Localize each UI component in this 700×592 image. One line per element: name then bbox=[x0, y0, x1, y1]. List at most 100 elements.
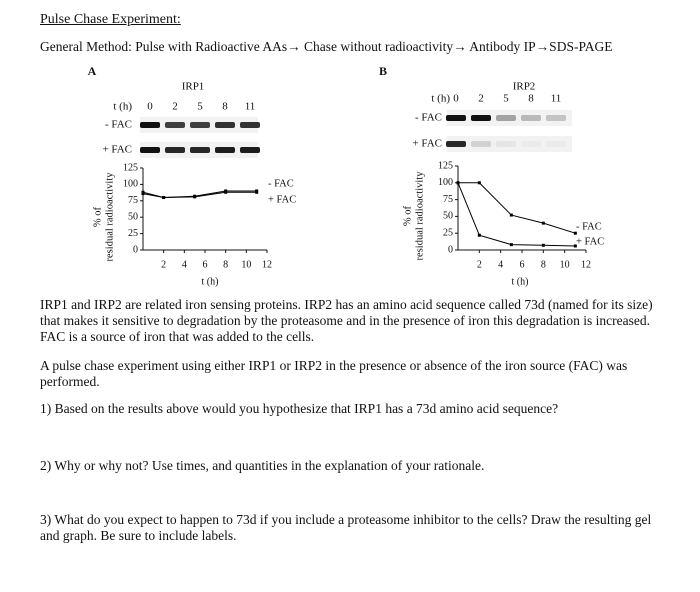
time-label: t (h) bbox=[113, 101, 132, 113]
point bbox=[477, 181, 481, 185]
legend-label: - FAC bbox=[576, 221, 602, 232]
y-tick-label: 75 bbox=[128, 195, 138, 206]
y-axis-label: % of bbox=[402, 205, 413, 226]
paragraph: A pulse chase experiment using either IR… bbox=[40, 358, 628, 389]
point bbox=[509, 243, 513, 247]
point bbox=[141, 192, 145, 196]
time: 5 bbox=[197, 101, 203, 113]
band bbox=[140, 122, 160, 128]
point bbox=[573, 244, 577, 248]
x-tick-label: 4 bbox=[182, 259, 187, 270]
gel-row-label: - FAC bbox=[415, 112, 442, 124]
y-tick-label: 50 bbox=[443, 211, 453, 222]
band bbox=[240, 147, 260, 153]
question: 3) What do you expect to happen to 73d i… bbox=[40, 512, 652, 543]
legend-label: + FAC bbox=[268, 194, 296, 205]
band bbox=[446, 115, 466, 121]
x-axis-label: t (h) bbox=[202, 276, 219, 287]
point bbox=[573, 231, 577, 235]
x-tick-label: 2 bbox=[477, 259, 482, 270]
y-axis-label: residual radioactivity bbox=[104, 172, 115, 262]
band bbox=[240, 122, 260, 128]
point bbox=[162, 196, 166, 200]
y-tick-label: 75 bbox=[443, 194, 453, 205]
legend-label: - FAC bbox=[268, 178, 294, 189]
y-tick-label: 100 bbox=[123, 179, 138, 190]
point bbox=[541, 243, 545, 247]
time: 2 bbox=[478, 93, 484, 105]
gel bbox=[447, 110, 572, 126]
gel-row-label: - FAC bbox=[105, 119, 132, 131]
y-tick-label: 25 bbox=[443, 227, 453, 238]
y-tick-label: 50 bbox=[128, 211, 138, 222]
question: 2) Why or why not? Use times, and quanti… bbox=[40, 458, 485, 473]
series-line bbox=[457, 182, 576, 247]
x-tick-label: 6 bbox=[203, 259, 208, 270]
y-tick-label: 0 bbox=[448, 244, 453, 255]
time: 5 bbox=[503, 93, 509, 105]
method: General Method: Pulse with Radioactive A… bbox=[40, 39, 613, 54]
question: 1) Based on the results above would you … bbox=[40, 401, 559, 416]
x-tick-label: 4 bbox=[498, 259, 503, 270]
band bbox=[215, 122, 235, 128]
y-tick-label: 0 bbox=[133, 244, 138, 255]
band bbox=[496, 141, 516, 147]
paragraph: IRP1 and IRP2 are related iron sensing p… bbox=[40, 297, 653, 344]
y-axis-label: residual radioactivity bbox=[414, 171, 425, 261]
protein-label: IRP2 bbox=[513, 81, 536, 93]
band bbox=[446, 141, 466, 147]
x-axis-label: t (h) bbox=[512, 276, 529, 287]
panel-letter: A bbox=[88, 64, 97, 78]
time-label: t (h) bbox=[431, 93, 450, 105]
band bbox=[471, 115, 491, 121]
gel bbox=[447, 136, 572, 152]
x-tick-label: 10 bbox=[241, 259, 251, 270]
panel-letter: B bbox=[379, 64, 387, 78]
time: 0 bbox=[147, 101, 153, 113]
gel-row-label: + FAC bbox=[412, 138, 442, 150]
x-tick-label: 12 bbox=[262, 259, 272, 270]
time: 8 bbox=[222, 101, 228, 113]
x-tick-label: 2 bbox=[161, 259, 166, 270]
band bbox=[190, 147, 210, 153]
x-tick-label: 10 bbox=[560, 259, 570, 270]
band bbox=[140, 147, 160, 153]
band bbox=[521, 141, 541, 147]
band bbox=[165, 147, 185, 153]
x-tick-label: 12 bbox=[581, 259, 591, 270]
gel-row-label: + FAC bbox=[102, 144, 132, 156]
point bbox=[193, 195, 197, 199]
time: 0 bbox=[453, 93, 459, 105]
y-tick-label: 100 bbox=[438, 177, 453, 188]
point bbox=[477, 233, 481, 237]
legend-label: + FAC bbox=[576, 236, 604, 247]
y-tick-label: 125 bbox=[123, 162, 138, 173]
y-axis-label: % of bbox=[92, 206, 103, 227]
band bbox=[190, 122, 210, 128]
band bbox=[496, 115, 516, 121]
y-tick-label: 25 bbox=[128, 228, 138, 239]
band bbox=[546, 115, 566, 121]
x-tick-label: 8 bbox=[223, 259, 228, 270]
point bbox=[509, 213, 513, 217]
time: 8 bbox=[528, 93, 534, 105]
y-tick-label: 125 bbox=[438, 160, 453, 171]
point bbox=[255, 190, 259, 194]
point bbox=[224, 190, 228, 194]
band bbox=[471, 141, 491, 147]
x-tick-label: 6 bbox=[520, 259, 525, 270]
point bbox=[456, 181, 460, 185]
band bbox=[546, 141, 566, 147]
title: Pulse Chase Experiment: bbox=[40, 12, 181, 27]
band bbox=[521, 115, 541, 121]
point bbox=[541, 221, 545, 225]
time: 11 bbox=[551, 93, 562, 105]
time: 2 bbox=[172, 101, 178, 113]
band bbox=[165, 122, 185, 128]
band bbox=[215, 147, 235, 153]
time: 11 bbox=[245, 101, 256, 113]
x-tick-label: 8 bbox=[541, 259, 546, 270]
protein-label: IRP1 bbox=[182, 81, 205, 93]
